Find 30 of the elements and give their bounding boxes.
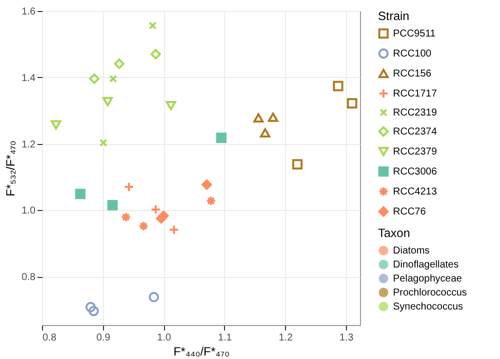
x-tick-label: 1.2 xyxy=(278,332,294,344)
legend-label: Pelagophyceae xyxy=(393,274,462,284)
legend-label: RCC76 xyxy=(393,206,426,218)
legend-label: RCC2379 xyxy=(393,146,438,158)
legend-label: Dinoflagellates xyxy=(393,260,459,270)
y-tick-label: 1.4 xyxy=(22,72,36,84)
legend-label: Synechococcus xyxy=(393,302,464,312)
y-tick-label: 0.8 xyxy=(22,272,36,284)
legend-label: Prochlorococcus xyxy=(393,288,467,298)
legend-label: RCC2319 xyxy=(393,108,438,118)
text: Strain xyxy=(378,9,410,23)
legend-label: RCC2374 xyxy=(393,126,438,138)
y-tick-label: 1.0 xyxy=(22,206,36,217)
x-tick-label: 1.3 xyxy=(340,332,354,344)
legend-label: RCC3006 xyxy=(393,166,438,178)
y-tick-label: 1.2 xyxy=(22,139,36,150)
x-tick-label: 1.0 xyxy=(157,332,172,344)
x-axis-title: F*₄₄₀/F*₄₇₀ xyxy=(173,344,230,358)
y-axis-title: F*₅₃₂/F*₄₇₀ xyxy=(4,140,18,196)
legend-label: RCC156 xyxy=(393,68,432,80)
legend-label: Diatoms xyxy=(393,246,430,256)
legend-label: RCC1717 xyxy=(393,88,438,100)
text: Taxon xyxy=(378,226,410,240)
x-tick-label: 0.9 xyxy=(96,332,111,344)
legend-label: PCC9511 xyxy=(393,28,436,40)
legend-label: RCC100 xyxy=(393,48,432,60)
x-tick-label: 0.8 xyxy=(42,332,57,344)
y-tick-label: 1.6 xyxy=(22,6,36,18)
x-tick-label: 1.1 xyxy=(218,332,232,344)
legend-label: RCC4213 xyxy=(393,186,438,198)
